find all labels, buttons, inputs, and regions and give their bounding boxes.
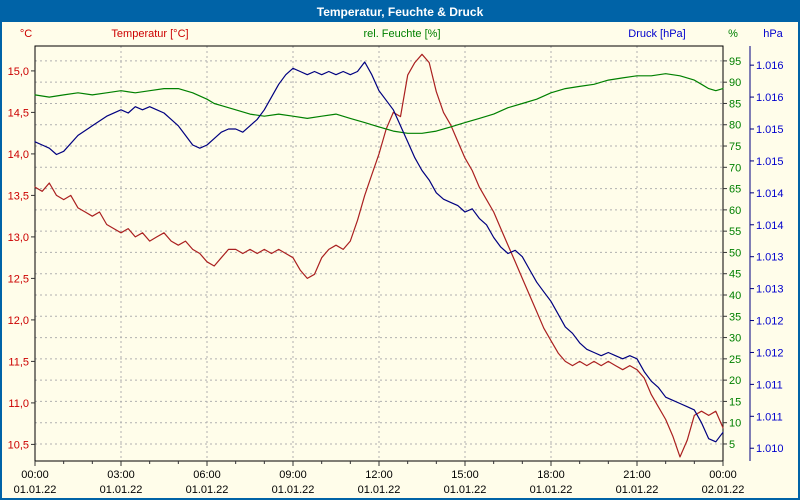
svg-text:03:00: 03:00 [107,469,135,481]
svg-text:1.015: 1.015 [756,156,784,168]
svg-text:35: 35 [729,311,741,323]
svg-text:01.01.22: 01.01.22 [100,484,143,496]
svg-text:14,0: 14,0 [8,149,29,161]
svg-text:00:00: 00:00 [21,469,49,481]
svg-text:1.014: 1.014 [756,188,784,200]
chart-canvas: 10,5 11,0 11,5 12,0 12,5 13,0 13,5 14,0 14,5 15,0… [8,28,784,496]
svg-text:1.014: 1.014 [756,220,784,232]
svg-text:45: 45 [729,269,741,281]
svg-text:10,5: 10,5 [8,439,29,451]
svg-text:10: 10 [729,418,741,430]
svg-text:18:00: 18:00 [537,469,565,481]
svg-text:50: 50 [729,247,741,259]
svg-text:20: 20 [729,375,741,387]
axis-headers: °C Temperatur [°C] rel. Feuchte [%] Druck [… [20,28,784,40]
window-title: Temperatur, Feuchte & Druck [316,5,484,19]
temperature-axis: 10,5 11,0 11,5 12,0 12,5 13,0 13,5 14,0 14,5 15,0 [8,66,35,451]
title-bar: Temperatur, Feuchte & Druck [2,2,798,22]
svg-text:01.01.22: 01.01.22 [444,484,487,496]
svg-text:%: % [728,28,738,40]
svg-text:25: 25 [729,354,741,366]
svg-text:40: 40 [729,290,741,302]
svg-text:1.011: 1.011 [756,379,783,391]
pressure-axis: 1.010 1.011 1.011 1.012 1.012 1.013 1.013 1.014… [749,46,784,461]
series-temperature [34,53,724,458]
svg-text:12:00: 12:00 [365,469,393,481]
svg-text:12,5: 12,5 [8,273,29,285]
svg-text:80: 80 [729,120,741,132]
svg-text:12,0: 12,0 [8,315,29,327]
svg-text:01.01.22: 01.01.22 [186,484,229,496]
svg-text:06:00: 06:00 [193,469,221,481]
svg-text:01.01.22: 01.01.22 [530,484,573,496]
svg-text:1.011: 1.011 [756,411,783,423]
svg-text:30: 30 [729,333,741,345]
svg-text:01.01.22: 01.01.22 [358,484,401,496]
svg-text:15:00: 15:00 [451,469,479,481]
svg-text:90: 90 [729,77,741,89]
x-axis: 00:00 01.01.22 03:00 01.01.22 06:00 01.01.22 0… [14,461,745,496]
svg-text:01.01.22: 01.01.22 [616,484,659,496]
svg-text:00:00: 00:00 [709,469,737,481]
svg-text:1.015: 1.015 [756,124,784,136]
humidity-axis: 5 10 15 20 25 30 35 40 45 50 55 60 65 70 75 80 85 90 95 [723,56,741,451]
svg-text:1.016: 1.016 [756,92,784,104]
svg-text:21:00: 21:00 [623,469,651,481]
svg-text:15,0: 15,0 [8,66,29,78]
svg-text:85: 85 [729,98,741,110]
svg-text:1.010: 1.010 [756,443,784,455]
svg-text:55: 55 [729,226,741,238]
svg-text:75: 75 [729,141,741,153]
svg-text:1.012: 1.012 [756,347,784,359]
svg-text:09:00: 09:00 [279,469,307,481]
svg-text:rel. Feuchte [%]: rel. Feuchte [%] [363,28,440,40]
svg-text:°C: °C [20,28,32,40]
svg-text:Temperatur [°C]: Temperatur [°C] [111,28,188,40]
svg-text:11,0: 11,0 [8,398,29,410]
svg-text:95: 95 [729,56,741,68]
svg-text:1.016: 1.016 [756,60,784,72]
series-humidity [34,73,724,134]
svg-text:02.01.22: 02.01.22 [702,484,745,496]
svg-text:Druck [hPa]: Druck [hPa] [628,28,685,40]
svg-text:01.01.22: 01.01.22 [272,484,315,496]
gridlines [35,46,723,461]
svg-text:70: 70 [729,162,741,174]
svg-text:1.013: 1.013 [756,252,784,264]
svg-text:01.01.22: 01.01.22 [14,484,57,496]
svg-text:11,5: 11,5 [8,356,29,368]
svg-text:5: 5 [729,439,735,451]
svg-text:13,5: 13,5 [8,190,29,202]
svg-text:15: 15 [729,396,741,408]
series-pressure [34,61,724,443]
svg-text:14,5: 14,5 [8,107,29,119]
svg-text:60: 60 [729,205,741,217]
svg-text:13,0: 13,0 [8,232,29,244]
svg-text:1.012: 1.012 [756,316,784,328]
svg-text:hPa: hPa [763,28,783,40]
svg-text:1.013: 1.013 [756,284,784,296]
svg-text:65: 65 [729,184,741,196]
